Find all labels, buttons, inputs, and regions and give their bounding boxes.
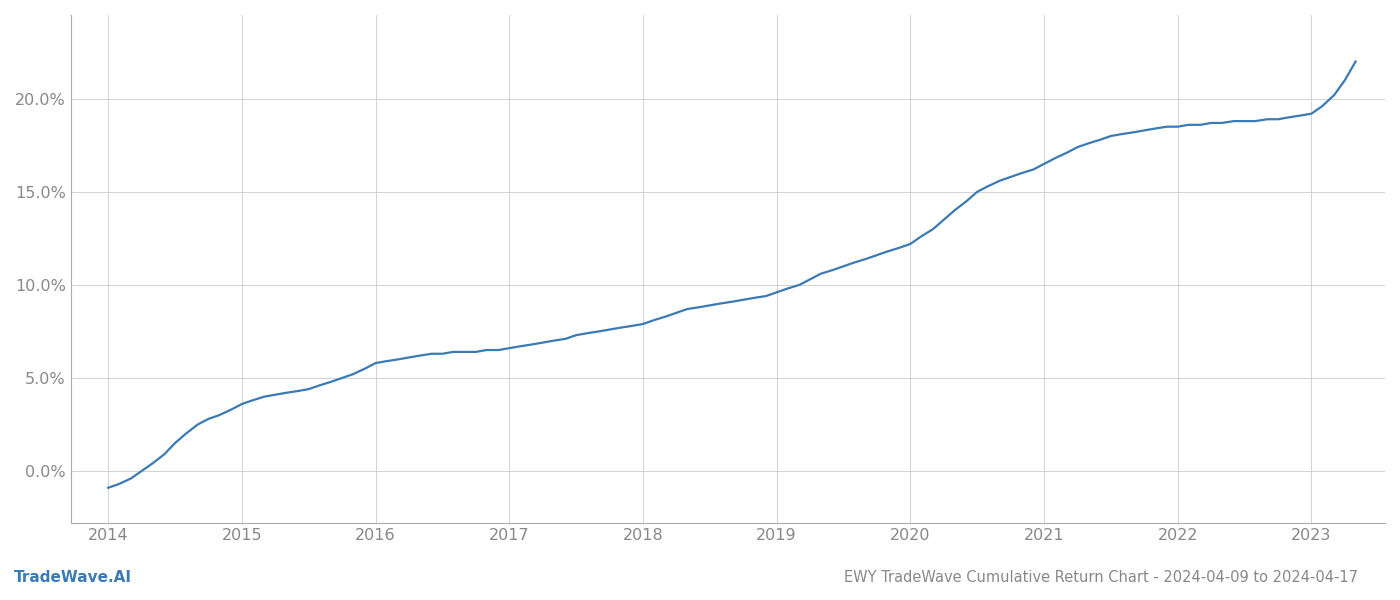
Text: TradeWave.AI: TradeWave.AI bbox=[14, 570, 132, 585]
Text: EWY TradeWave Cumulative Return Chart - 2024-04-09 to 2024-04-17: EWY TradeWave Cumulative Return Chart - … bbox=[844, 570, 1358, 585]
